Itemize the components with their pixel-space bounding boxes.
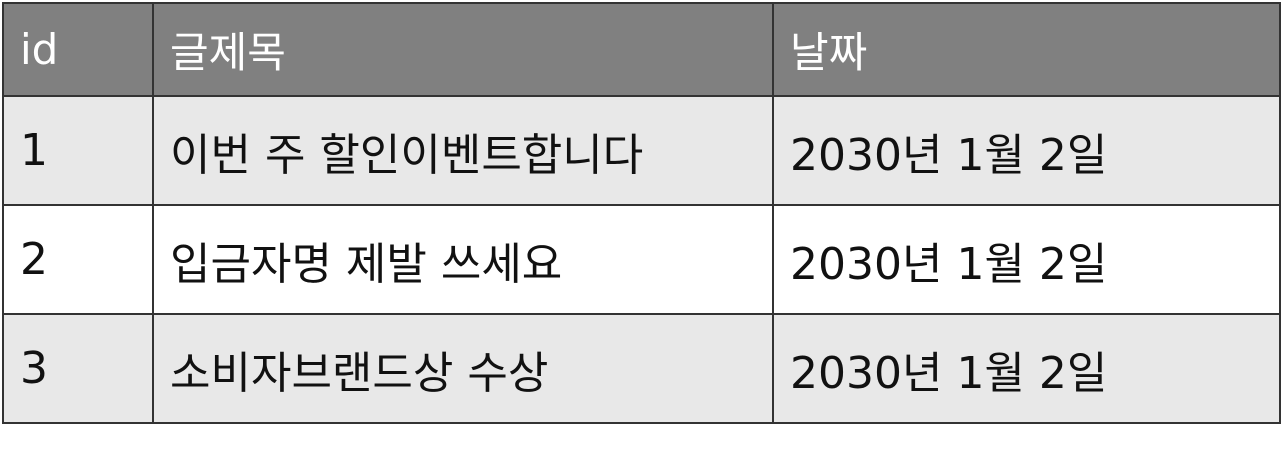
header-row: id 글제목 날짜 xyxy=(2,2,1281,97)
table-row[interactable]: 1 이번 주 할인이벤트합니다 2030년 1월 2일 xyxy=(2,95,1281,206)
post-table: id 글제목 날짜 1 이번 주 할인이벤트합니다 2030년 1월 2일 2 … xyxy=(2,2,1281,424)
cell-id: 1 xyxy=(2,95,154,206)
cell-id: 2 xyxy=(2,204,154,315)
table-body: 1 이번 주 할인이벤트합니다 2030년 1월 2일 2 입금자명 제발 쓰세… xyxy=(2,95,1281,424)
cell-id: 3 xyxy=(2,313,154,424)
table-row[interactable]: 2 입금자명 제발 쓰세요 2030년 1월 2일 xyxy=(2,204,1281,315)
table-header: id 글제목 날짜 xyxy=(2,2,1281,97)
cell-title[interactable]: 소비자브랜드상 수상 xyxy=(152,313,774,424)
cell-title[interactable]: 이번 주 할인이벤트합니다 xyxy=(152,95,774,206)
cell-title[interactable]: 입금자명 제발 쓰세요 xyxy=(152,204,774,315)
cell-date: 2030년 1월 2일 xyxy=(772,95,1281,206)
cell-date: 2030년 1월 2일 xyxy=(772,204,1281,315)
column-header-date: 날짜 xyxy=(772,2,1281,97)
table-row[interactable]: 3 소비자브랜드상 수상 2030년 1월 2일 xyxy=(2,313,1281,424)
cell-date: 2030년 1월 2일 xyxy=(772,313,1281,424)
column-header-id: id xyxy=(2,2,154,97)
column-header-title: 글제목 xyxy=(152,2,774,97)
